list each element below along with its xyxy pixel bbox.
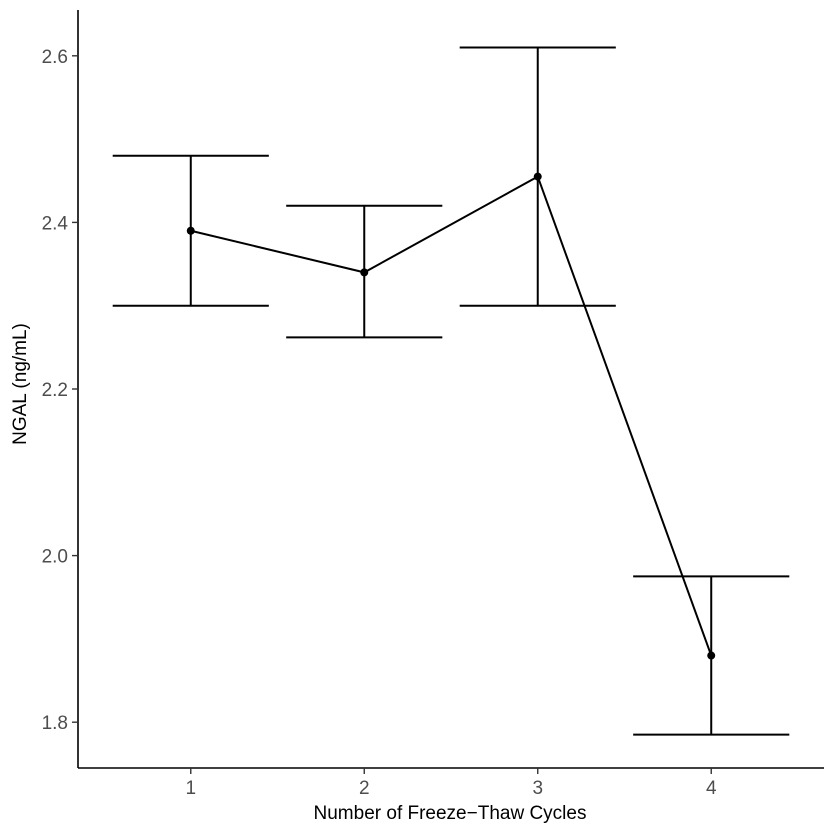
data-point (533, 172, 542, 181)
data-point (186, 226, 195, 235)
y-tick-label: 1.8 (42, 713, 68, 734)
data-point (707, 651, 716, 660)
y-tick-label: 2.2 (42, 380, 68, 401)
x-tick-label: 3 (532, 778, 543, 799)
y-tick-label: 2.0 (42, 547, 68, 568)
x-tick-label: 1 (185, 778, 196, 799)
plot-area: 1.8 2.0 2.2 2.4 2.6 1 2 3 4 (42, 10, 824, 799)
series-line (190, 175, 713, 656)
x-axis-title: Number of Freeze−Thaw Cycles (314, 803, 587, 824)
x-tick-label: 2 (359, 778, 370, 799)
x-tick-label: 4 (706, 778, 717, 799)
data-point (360, 268, 369, 277)
y-axis-title: NGAL (ng/mL) (10, 323, 31, 445)
y-tick-label: 2.6 (42, 47, 68, 68)
y-tick-label: 2.4 (42, 213, 69, 234)
